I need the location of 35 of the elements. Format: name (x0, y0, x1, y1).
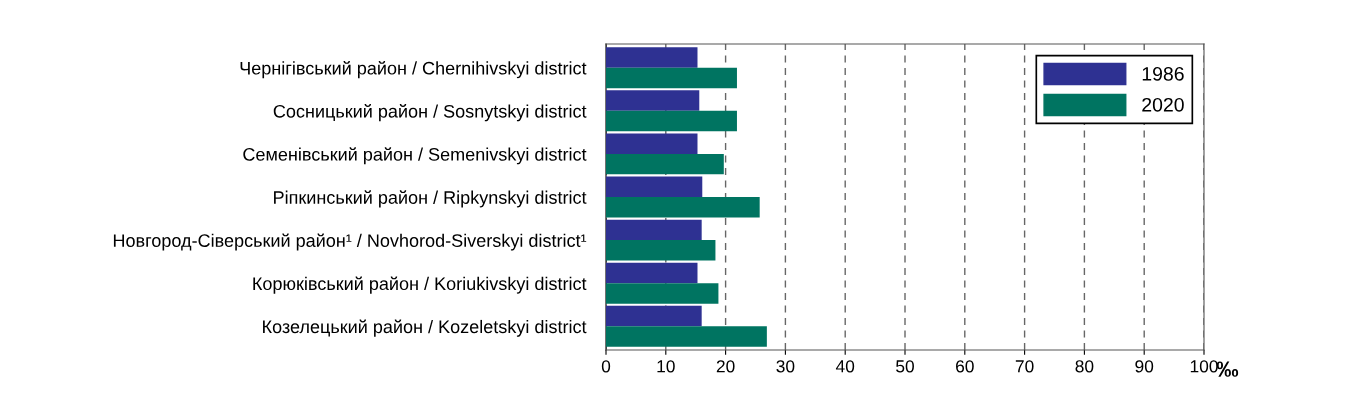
x-tick-label: 10 (657, 360, 675, 373)
x-tick-label: 40 (835, 360, 855, 373)
x-tick-label: 20 (716, 360, 735, 373)
bar (606, 90, 700, 111)
bar (606, 283, 719, 304)
x-axis-title: ‰ (1216, 361, 1239, 377)
legend-label: 2020 (1142, 97, 1184, 112)
y-tick-label: Козелецький район / Kozeletskyi district (263, 319, 587, 337)
x-tick-label: 60 (956, 360, 974, 373)
y-tick-label: Новгород-Сіверський район¹ / Novhorod-Siverskyi district¹ (113, 233, 587, 251)
bar (606, 197, 760, 218)
bar (606, 133, 698, 154)
y-tick-label: Ріпкинський район / Ripkynskyi district (274, 190, 587, 208)
x-tick-label: 90 (1135, 360, 1154, 373)
y-tick-label: Сосницький район / Sosnytskyi district (273, 104, 587, 122)
bar (606, 305, 702, 327)
y-tick-label: Чернігівський район / Chernihivskyi district (240, 61, 587, 79)
bar (606, 153, 724, 175)
x-tick-label: 30 (776, 360, 795, 373)
bar (606, 47, 698, 68)
bar (606, 326, 767, 347)
x-tick-label: 0 (601, 360, 611, 373)
bar (606, 110, 737, 132)
y-tick-label: Корюківський район / Koriukivskyi district (253, 276, 587, 294)
bar (606, 67, 737, 89)
bar (606, 262, 698, 284)
y-tick-label: Семенівський район / Semenivskyi district (243, 147, 587, 165)
x-tick-label: 70 (1015, 360, 1034, 373)
bar (606, 240, 716, 261)
x-tick-label: 50 (896, 360, 914, 373)
bar (606, 176, 703, 197)
x-tick-label: 100 (1190, 360, 1218, 373)
bar (606, 219, 702, 241)
x-tick-label: 80 (1075, 360, 1094, 373)
legend-label: 1986 (1142, 66, 1184, 81)
